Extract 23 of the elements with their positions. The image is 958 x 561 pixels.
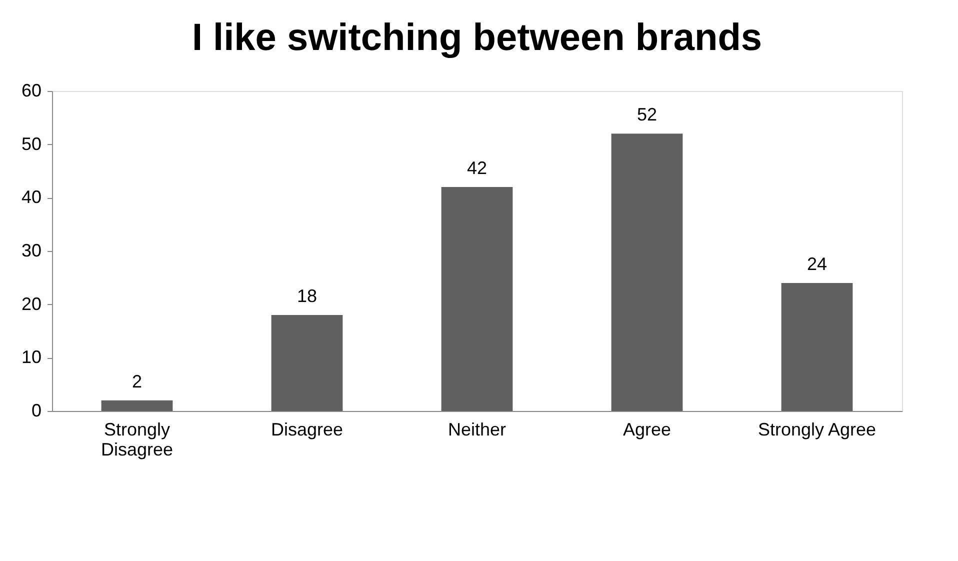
bar: [101, 400, 173, 411]
x-tick-label: Disagree: [270, 420, 344, 440]
bar: [441, 187, 513, 411]
bar: [611, 134, 683, 411]
bar: [271, 315, 343, 411]
x-tick-label: Agree: [622, 420, 672, 440]
y-tick-label: 60: [21, 80, 42, 100]
chart-title: I like switching between brands: [192, 17, 762, 59]
bar: [781, 283, 853, 411]
x-tick-label: Strongly Disagree: [100, 420, 174, 460]
data-label: 42: [466, 158, 488, 178]
x-tick-label: Neither: [448, 420, 506, 440]
x-tick-label: Strongly Agree: [758, 420, 876, 440]
y-tick-label: 40: [21, 187, 42, 208]
data-label: 18: [296, 286, 318, 306]
y-tick-label: 20: [21, 294, 42, 314]
y-tick-label: 0: [31, 400, 42, 420]
data-label: 2: [132, 371, 142, 392]
y-tick-label: 30: [21, 240, 42, 260]
y-tick-label: 10: [21, 347, 42, 368]
y-tick-label: 50: [21, 134, 42, 154]
data-label: 24: [806, 254, 828, 274]
data-label: 52: [636, 104, 658, 125]
